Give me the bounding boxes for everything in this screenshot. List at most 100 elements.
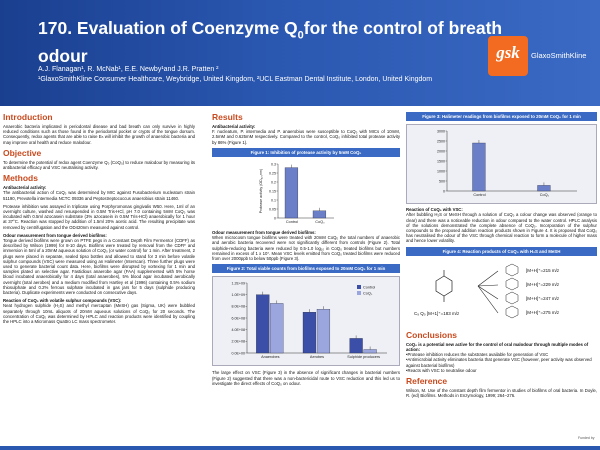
product-1-label: [M+H]⁺=215 m/z <box>526 268 560 273</box>
y-tick-label: 0.15 <box>269 189 276 193</box>
product-3-label: [M+H]⁺=247 m/z <box>526 296 560 301</box>
chem-lhs-label: C₉ Q₀ [M+1]⁺=183 m/z <box>414 311 460 316</box>
bar-coq- <box>537 185 551 192</box>
title-suffix: for the control of breath odour <box>38 18 503 66</box>
y-tick-label: 0.3 <box>271 162 276 166</box>
y-tick-label: 0.05 <box>269 207 276 211</box>
results-text-2: When microcosm tongue biofilms were trea… <box>212 235 400 262</box>
legend-swatch <box>357 291 361 296</box>
gsk-logo: gsk GlaxoSmithKline <box>488 36 598 82</box>
methods-text-4: Neat hydrogen sulphide (H₂S) and methyl … <box>3 303 195 325</box>
y-tick-label: 500 <box>439 180 445 184</box>
methods-sub-vsc: Reaction of CoQ₀ with volatile sulphur c… <box>3 298 122 304</box>
reaction-arrows <box>477 270 499 314</box>
bar-sulphide-producers-control <box>349 338 363 354</box>
conclusion-bullet-3: •Reacts with VSC to neutralise odour <box>406 367 477 373</box>
y-tick-label: 2.0E+08 <box>232 340 246 344</box>
logo-badge-text: gsk <box>496 43 520 62</box>
y-tick-label: 0 <box>443 190 445 194</box>
y-tick-label: 1.2E+09 <box>232 282 246 286</box>
methods-text-3: Tongue derived biofilms were grown on PT… <box>3 238 195 296</box>
y-tick-label: 0.1 <box>271 198 276 202</box>
y-tick-label: 1500 <box>437 160 445 164</box>
coq0-structure-icon <box>435 269 453 302</box>
y-tick-label: 1000 <box>437 170 445 174</box>
bar-anaerobes-coq- <box>270 303 284 354</box>
conclusions-heading: Conclusions <box>406 329 458 340</box>
methods-heading: Methods <box>3 173 38 184</box>
results-sub-odour: Odour measurement from tongue derived bi… <box>212 230 316 236</box>
figure-3-title: Figure 3: Halimeter readings from biofil… <box>406 112 597 122</box>
objective-text: To determine the potential of redox agen… <box>3 159 195 171</box>
figure-2-title: Figure 2: Total viable counts from biofi… <box>212 264 400 274</box>
intro-heading: Introduction <box>3 112 53 122</box>
figure-1-chart-wrap: 0.3 0.25 0.2 0.15 0.1 0.05 0 Control CoQ₀ Proteas… <box>212 160 400 228</box>
figure-3-chart-wrap: 3000 2500 2000 1500 1000 500 0 Control CoQ₀ <box>406 124 597 205</box>
bar-control <box>284 167 299 219</box>
figure-1-chart: 0.3 0.25 0.2 0.15 0.1 0.05 0 Control CoQ₀ Proteas… <box>259 162 334 224</box>
results-text-4: After bubbling H₂S or MeSH through a sol… <box>406 212 597 244</box>
legend-label: Control <box>363 286 375 290</box>
footer-note: Funded by <box>578 436 595 440</box>
x-tick-label: Control <box>473 193 485 197</box>
objective-heading: Objective <box>3 147 42 158</box>
reference-heading: Reference <box>406 376 448 387</box>
figure-4-chemistry: C₉ Q₀ [M+1]⁺=183 m/z [M+H]⁺=215 m/z [M+H… <box>406 258 597 327</box>
figure-2-chart: 1.2E+09 1.0E+09 8.0E+08 6.0E+08 4.0E+08 2.0E+… <box>232 282 387 359</box>
y-tick-label: 6.0E+08 <box>232 317 246 321</box>
poster-header: 170. Evaluation of Coenzyme Q0for the co… <box>0 0 600 106</box>
column-left: Introduction Anaerobic bacteria implicat… <box>3 112 195 327</box>
methods-sub-odour: Odour measurement from tongue derived bi… <box>3 232 107 238</box>
bar-aerobes-coq- <box>316 309 331 354</box>
results-text-3: The large effect on VSC (Figure 3) in th… <box>212 370 400 386</box>
bar-control <box>472 143 486 192</box>
bar-aerobes-control <box>302 312 317 354</box>
methods-text-1: The antibacterial action of CoQ₀ was det… <box>3 190 195 201</box>
title-prefix: 170. Evaluation of Coenzyme Q <box>38 18 298 38</box>
y-tick-label: 2500 <box>437 140 445 144</box>
y-tick-label: 8.0E+08 <box>232 305 246 309</box>
figure-3-chart: 3000 2500 2000 1500 1000 500 0 Control CoQ₀ <box>437 130 577 197</box>
bar-sulphide-producers-coq- <box>363 349 377 354</box>
y-tick-label: 2000 <box>437 150 445 154</box>
conclusion-bullet-2: •Antimicrobial activity eliminates bacte… <box>406 357 592 368</box>
conclusion-bullet-1: •Protease inhibition reduces the substra… <box>406 352 549 358</box>
methods-text-2: Protease inhibition was assayed in tripl… <box>3 203 195 230</box>
product-2-label: [M+H]⁺=229 m/z <box>526 282 560 287</box>
x-tick-label: Anaerobes <box>261 355 279 359</box>
x-tick-label: Sulphide producers <box>347 355 380 359</box>
results-text-1: F. nucleatum, P. intermedia and P. anaer… <box>212 129 400 145</box>
product-4-label: [M+H]⁺=275 m/z <box>526 310 560 315</box>
bottom-rule <box>0 446 600 450</box>
results-heading: Results <box>212 112 243 122</box>
y-tick-label: 0 <box>274 216 276 220</box>
authors: A.J. Flanagan¹, R. McNab¹, E.E. Newby¹an… <box>38 66 219 73</box>
y-tick-label: 3000 <box>437 130 445 134</box>
product-structures <box>505 263 519 319</box>
results-sub-antibacterial: Antibacterial activity: <box>212 124 256 129</box>
y-tick-label: 0.25 <box>269 171 276 175</box>
column-middle: Results Antibacterial activity: F. nucle… <box>212 112 400 389</box>
reference-text: Wilson, M. Use of the constant depth fil… <box>406 388 597 399</box>
y-tick-label: 1.0E+09 <box>232 293 246 297</box>
poster-title: 170. Evaluation of Coenzyme Q0for the co… <box>38 18 508 66</box>
column-right: Figure 3: Halimeter readings from biofil… <box>406 112 597 401</box>
affiliations: ¹GlaxoSmithKline Consumer Healthcare, We… <box>38 76 433 83</box>
y-axis-label: Protease activity (OD₄₂₀nm) <box>259 169 263 214</box>
logo-text: GlaxoSmithKline <box>531 51 587 60</box>
y-tick-label: 0.0E+00 <box>232 352 246 356</box>
y-tick-label: 0.2 <box>271 180 276 184</box>
x-tick-label: Control <box>286 220 298 224</box>
y-tick-label: 4.0E+08 <box>232 328 246 332</box>
legend-swatch <box>357 285 361 290</box>
title-subscript: 0 <box>297 29 304 42</box>
bar-coq- <box>312 210 327 219</box>
gsk-logo-icon: gsk <box>488 36 528 76</box>
intro-text: Anaerobic bacteria implicated in periodo… <box>3 124 195 145</box>
x-tick-label: CoQ₀ <box>540 193 550 197</box>
figure-1-title: Figure 1: Inhibition of protease activit… <box>212 147 400 158</box>
results-sub-vsc: Reaction of CoQ₀ with VSC: <box>406 207 463 213</box>
x-tick-label: CoQ₀ <box>315 220 325 224</box>
bar-anaerobes-control <box>256 294 270 354</box>
figure-2-chart-wrap: 1.2E+09 1.0E+09 8.0E+08 6.0E+08 4.0E+08 2.0E+… <box>212 276 400 367</box>
